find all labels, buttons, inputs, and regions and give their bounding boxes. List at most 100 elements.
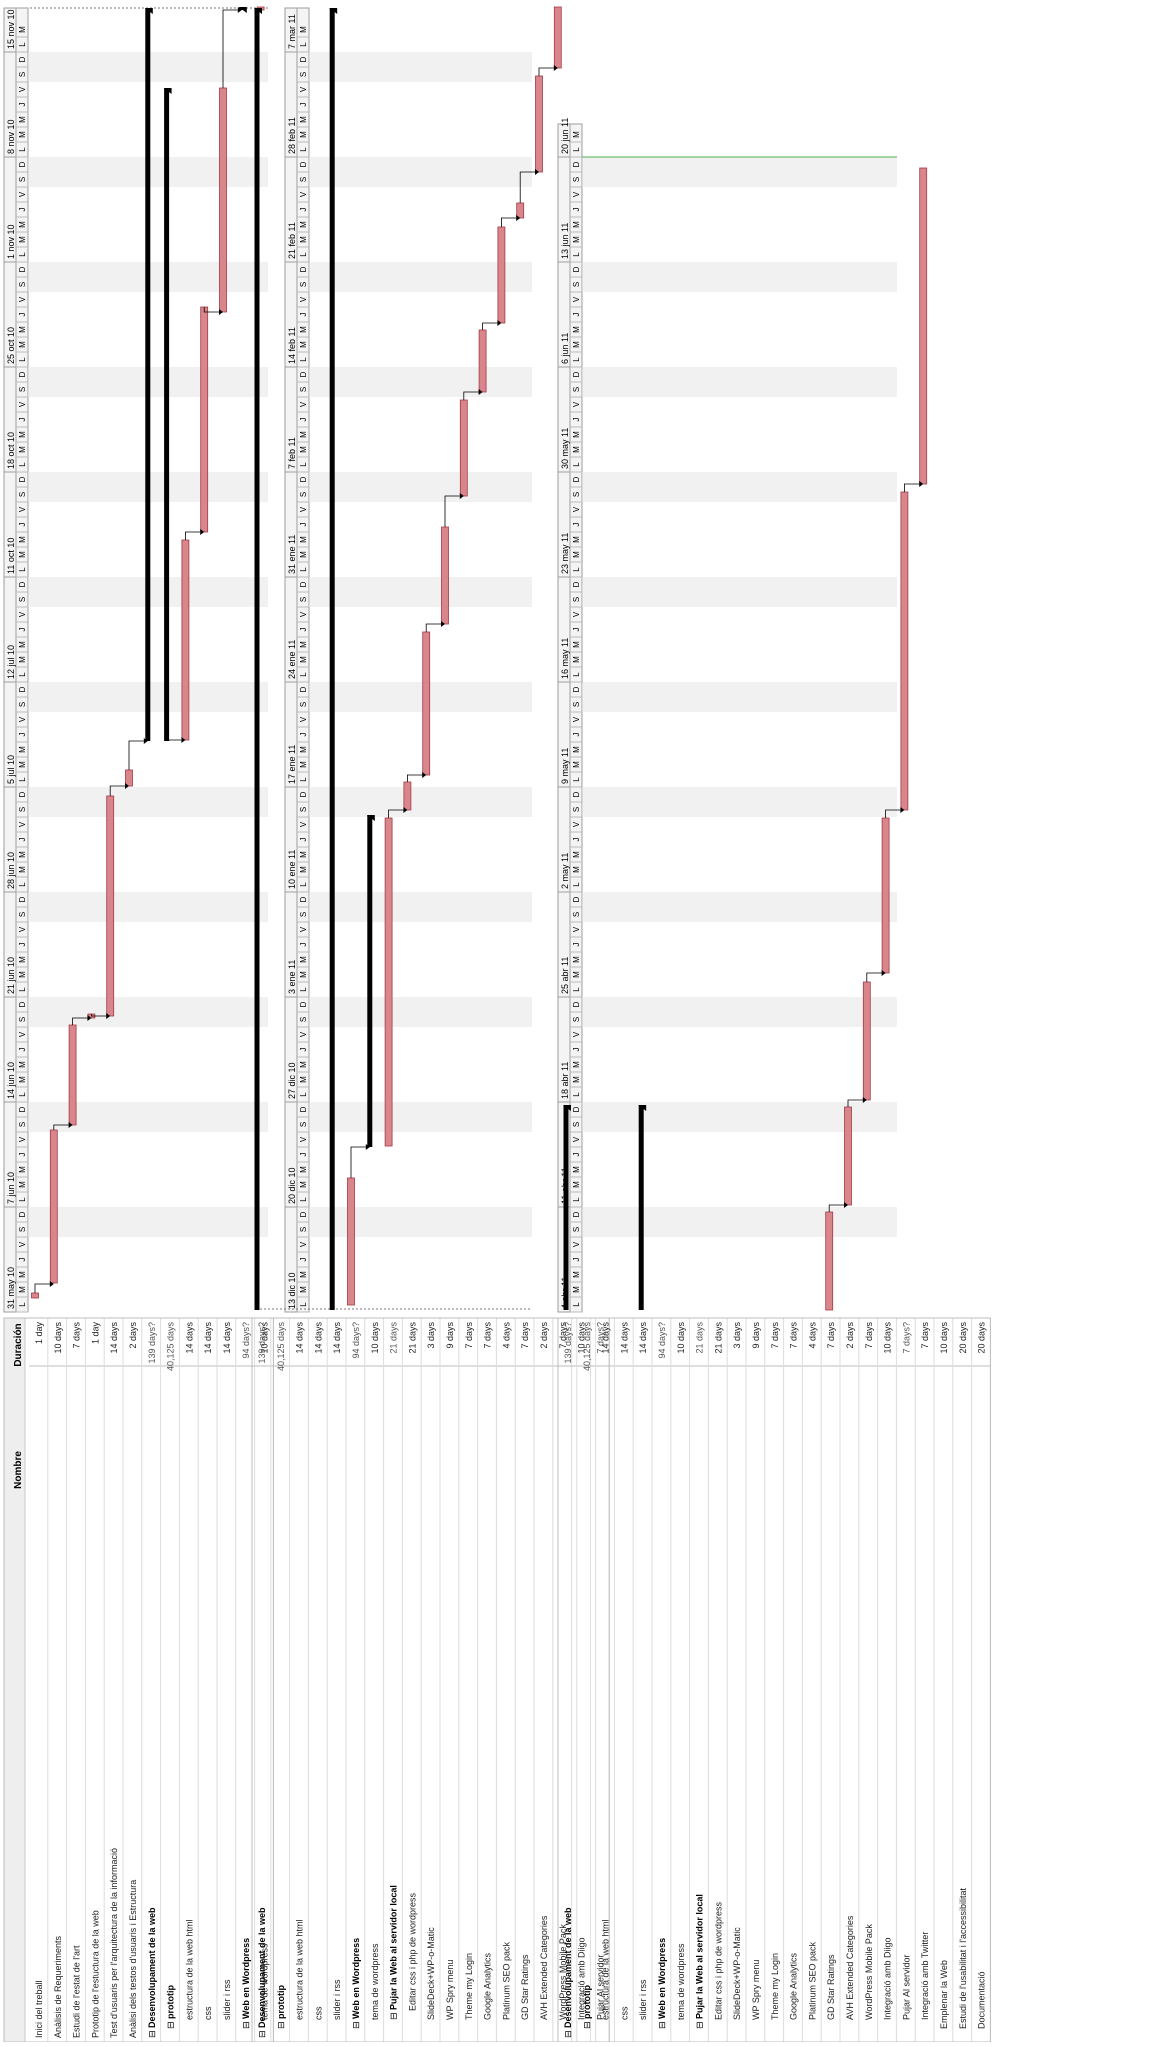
task-bar-estructura-html[interactable] xyxy=(181,539,190,741)
table-row[interactable]: WP Spry menu 9 days xyxy=(445,1322,455,2020)
task-bar-pujar-servidor[interactable] xyxy=(844,1106,852,1206)
table-row[interactable]: slider i rss 14 days xyxy=(222,1322,232,2020)
dependency-link xyxy=(425,623,441,632)
table-row[interactable]: estructura de la web html 14 days xyxy=(184,1322,194,2020)
task-duration: 7 days xyxy=(464,1322,474,1349)
table-row[interactable]: Anàlisi dels testos d'usuaris i Estructu… xyxy=(128,1322,138,2038)
table-row[interactable]: GD Star Ratings 7 days xyxy=(520,1322,530,2020)
table-row[interactable]: ⊟ Web en Wordpress 94 days? xyxy=(657,1322,667,2029)
task-name: WordPress Mobile Pack xyxy=(864,1924,874,2020)
table-row[interactable]: ⊟ Desenvolupament de la web 139 days? xyxy=(257,1322,267,2038)
table-row[interactable]: ⊟ Pujar la Web al servidor local 21 days xyxy=(695,1322,705,2029)
dependency-arrowhead xyxy=(553,65,558,71)
task-bar-usabilitat[interactable] xyxy=(900,491,909,811)
table-row[interactable]: Google Analytics 7 days xyxy=(789,1322,799,2020)
weekend-band xyxy=(582,787,897,817)
table-row[interactable]: WordPress Mobile Pack 7 days xyxy=(864,1322,874,2020)
summary-bar-prototip[interactable] xyxy=(163,88,172,741)
table-row[interactable]: estructura de la web html 14 days xyxy=(601,1322,611,2020)
task-bar-css[interactable] xyxy=(200,306,209,533)
task-bar-emplenar[interactable] xyxy=(881,817,890,974)
table-row[interactable]: Integració amb Twitter 7 days xyxy=(920,1322,930,2020)
task-duration: 7 days xyxy=(558,1322,568,1349)
table-row[interactable]: Theme my Login 7 days xyxy=(464,1322,474,2020)
summary-bar-wordpress[interactable] xyxy=(238,7,247,13)
task-bar-editar-css[interactable] xyxy=(384,817,393,1147)
summary-bar-wordpress[interactable] xyxy=(329,8,338,1310)
table-row[interactable]: Editar css i php de wordpress 21 days xyxy=(407,1322,417,2011)
day-letter: V xyxy=(18,716,27,722)
task-bar-seo[interactable] xyxy=(478,329,487,393)
task-bar-slider-rss[interactable] xyxy=(219,87,227,313)
table-row[interactable]: AVH Extended Categories 2 days xyxy=(539,1322,549,2020)
task-bar-test-usuaris[interactable] xyxy=(106,795,115,1017)
task-bar-estat-art[interactable] xyxy=(68,1024,77,1126)
table-row[interactable]: ⊟ Desenvolupament de la web 139 days? xyxy=(147,1322,157,2038)
table-row[interactable]: Pujar Al servidor 7 days? xyxy=(901,1322,911,2020)
task-bar-slidedeck[interactable] xyxy=(403,781,412,811)
summary-bar-pujar-local[interactable] xyxy=(366,815,375,1147)
table-row[interactable]: Integració amb Diigo 10 days xyxy=(577,1322,587,2020)
table-row[interactable]: Documentació 20 days xyxy=(977,1322,987,2029)
table-row[interactable]: Inici del treball 1 day xyxy=(34,1322,44,2038)
table-row[interactable]: css 14 days xyxy=(619,1322,629,2020)
summary-bar-desenvolupament[interactable] xyxy=(563,1105,571,1310)
table-row[interactable]: WordPress Mobile Pack 7 days xyxy=(558,1322,568,2020)
table-row[interactable]: ⊟ Web en Wordpress 94 days? xyxy=(241,1322,251,2029)
table-row[interactable]: Theme my Login 7 days xyxy=(770,1322,780,2020)
table-row[interactable]: Platinum SEO pack 4 days xyxy=(807,1322,817,2020)
task-bar-diigo[interactable] xyxy=(553,6,562,69)
task-bar-mobile-pack[interactable] xyxy=(535,75,543,173)
summary-bar-desenvolupament[interactable] xyxy=(254,8,262,1310)
summary-bar-wordpress[interactable] xyxy=(638,1105,647,1310)
table-row[interactable]: Prototip de l'estuctura de la web 1 day xyxy=(90,1322,100,2038)
task-bar-requeriments[interactable] xyxy=(49,1129,58,1284)
table-row[interactable]: tema de wordpress 10 days xyxy=(676,1322,686,2020)
summary-bar-cap xyxy=(366,815,375,821)
task-duration: 3 days xyxy=(426,1322,436,1349)
task-bar-inici[interactable] xyxy=(31,1292,39,1299)
task-bar-avh[interactable] xyxy=(516,202,525,219)
task-bar-documentacio[interactable] xyxy=(919,167,928,485)
task-bar-twitter[interactable] xyxy=(862,981,871,1101)
table-row[interactable]: ⊟ Desenvolupament de la web 139 days? xyxy=(563,1322,573,2038)
summary-bar-cap xyxy=(329,8,338,14)
table-row[interactable]: Pujar Al servidor 7 days? xyxy=(595,1322,605,2020)
task-bar-gd-star[interactable] xyxy=(497,226,506,324)
table-row[interactable]: SlideDeck+WP-o-Matic 3 days xyxy=(732,1322,742,2020)
table-row[interactable]: slider i rss 14 days xyxy=(638,1322,648,2020)
table-row[interactable]: Integració amb Diigo 10 days xyxy=(883,1322,893,2020)
table-row[interactable]: AVH Extended Categories 2 days xyxy=(845,1322,855,2020)
table-row[interactable]: ⊟ prototip 40,125 days xyxy=(276,1322,286,2029)
task-bar-analisi-testos[interactable] xyxy=(125,769,133,787)
task-bar-tema-wordpress[interactable] xyxy=(347,1177,355,1306)
table-row[interactable]: Emplenar la Web 10 days xyxy=(939,1322,949,2029)
week-label: 11 oct 10 xyxy=(6,538,16,574)
table-row[interactable]: css 14 days xyxy=(313,1322,323,2020)
table-row[interactable]: Editar css i php de wordpress 21 days xyxy=(713,1322,723,2020)
table-row[interactable]: Platinum SEO pack 4 days xyxy=(501,1322,511,2020)
table-row[interactable]: Test d'usuaris per l'arquitectura de la … xyxy=(109,1322,119,2038)
task-bar-login[interactable] xyxy=(441,526,449,625)
table-row[interactable]: ⊟ Web en Wordpress 94 days? xyxy=(351,1322,361,2029)
table-row[interactable]: ⊟ prototip 40,125 days xyxy=(582,1322,592,2029)
table-row[interactable]: Anàlisis de Requeriments 10 days xyxy=(53,1322,63,2038)
table-row[interactable]: tema de wordpress 10 days xyxy=(260,1322,270,2020)
summary-bar-desenvolupament[interactable] xyxy=(144,8,153,741)
table-row[interactable]: ⊟ prototip 40,125 days xyxy=(166,1322,176,2029)
table-row[interactable]: Google Analytics 7 days xyxy=(483,1322,493,2020)
table-row[interactable]: slider i rss 14 days xyxy=(332,1322,342,2020)
table-row[interactable]: WP Spry menu 9 days xyxy=(751,1322,761,2020)
table-row[interactable]: estructura de la web html 14 days xyxy=(295,1322,305,2020)
task-bar-spry[interactable] xyxy=(422,631,431,776)
table-row[interactable]: Estudi de l'usabilitat i l'accessibilita… xyxy=(958,1322,968,2029)
table-row[interactable]: css 14 days xyxy=(203,1322,213,2020)
table-row[interactable]: ⊟ Pujar la Web al servidor local 21 days xyxy=(389,1322,399,2020)
table-row[interactable]: Estudi de l'estat de l'art 7 days xyxy=(72,1322,82,2038)
table-row[interactable]: SlideDeck+WP-o-Matic 3 days xyxy=(426,1322,436,2020)
table-row[interactable]: tema de wordpress 10 days xyxy=(370,1322,380,2020)
day-letter: L xyxy=(299,777,308,782)
task-bar-analytics[interactable] xyxy=(459,399,468,497)
task-bar-diigo[interactable] xyxy=(825,1211,834,1311)
table-row[interactable]: GD Star Ratings 7 days xyxy=(826,1322,836,2020)
